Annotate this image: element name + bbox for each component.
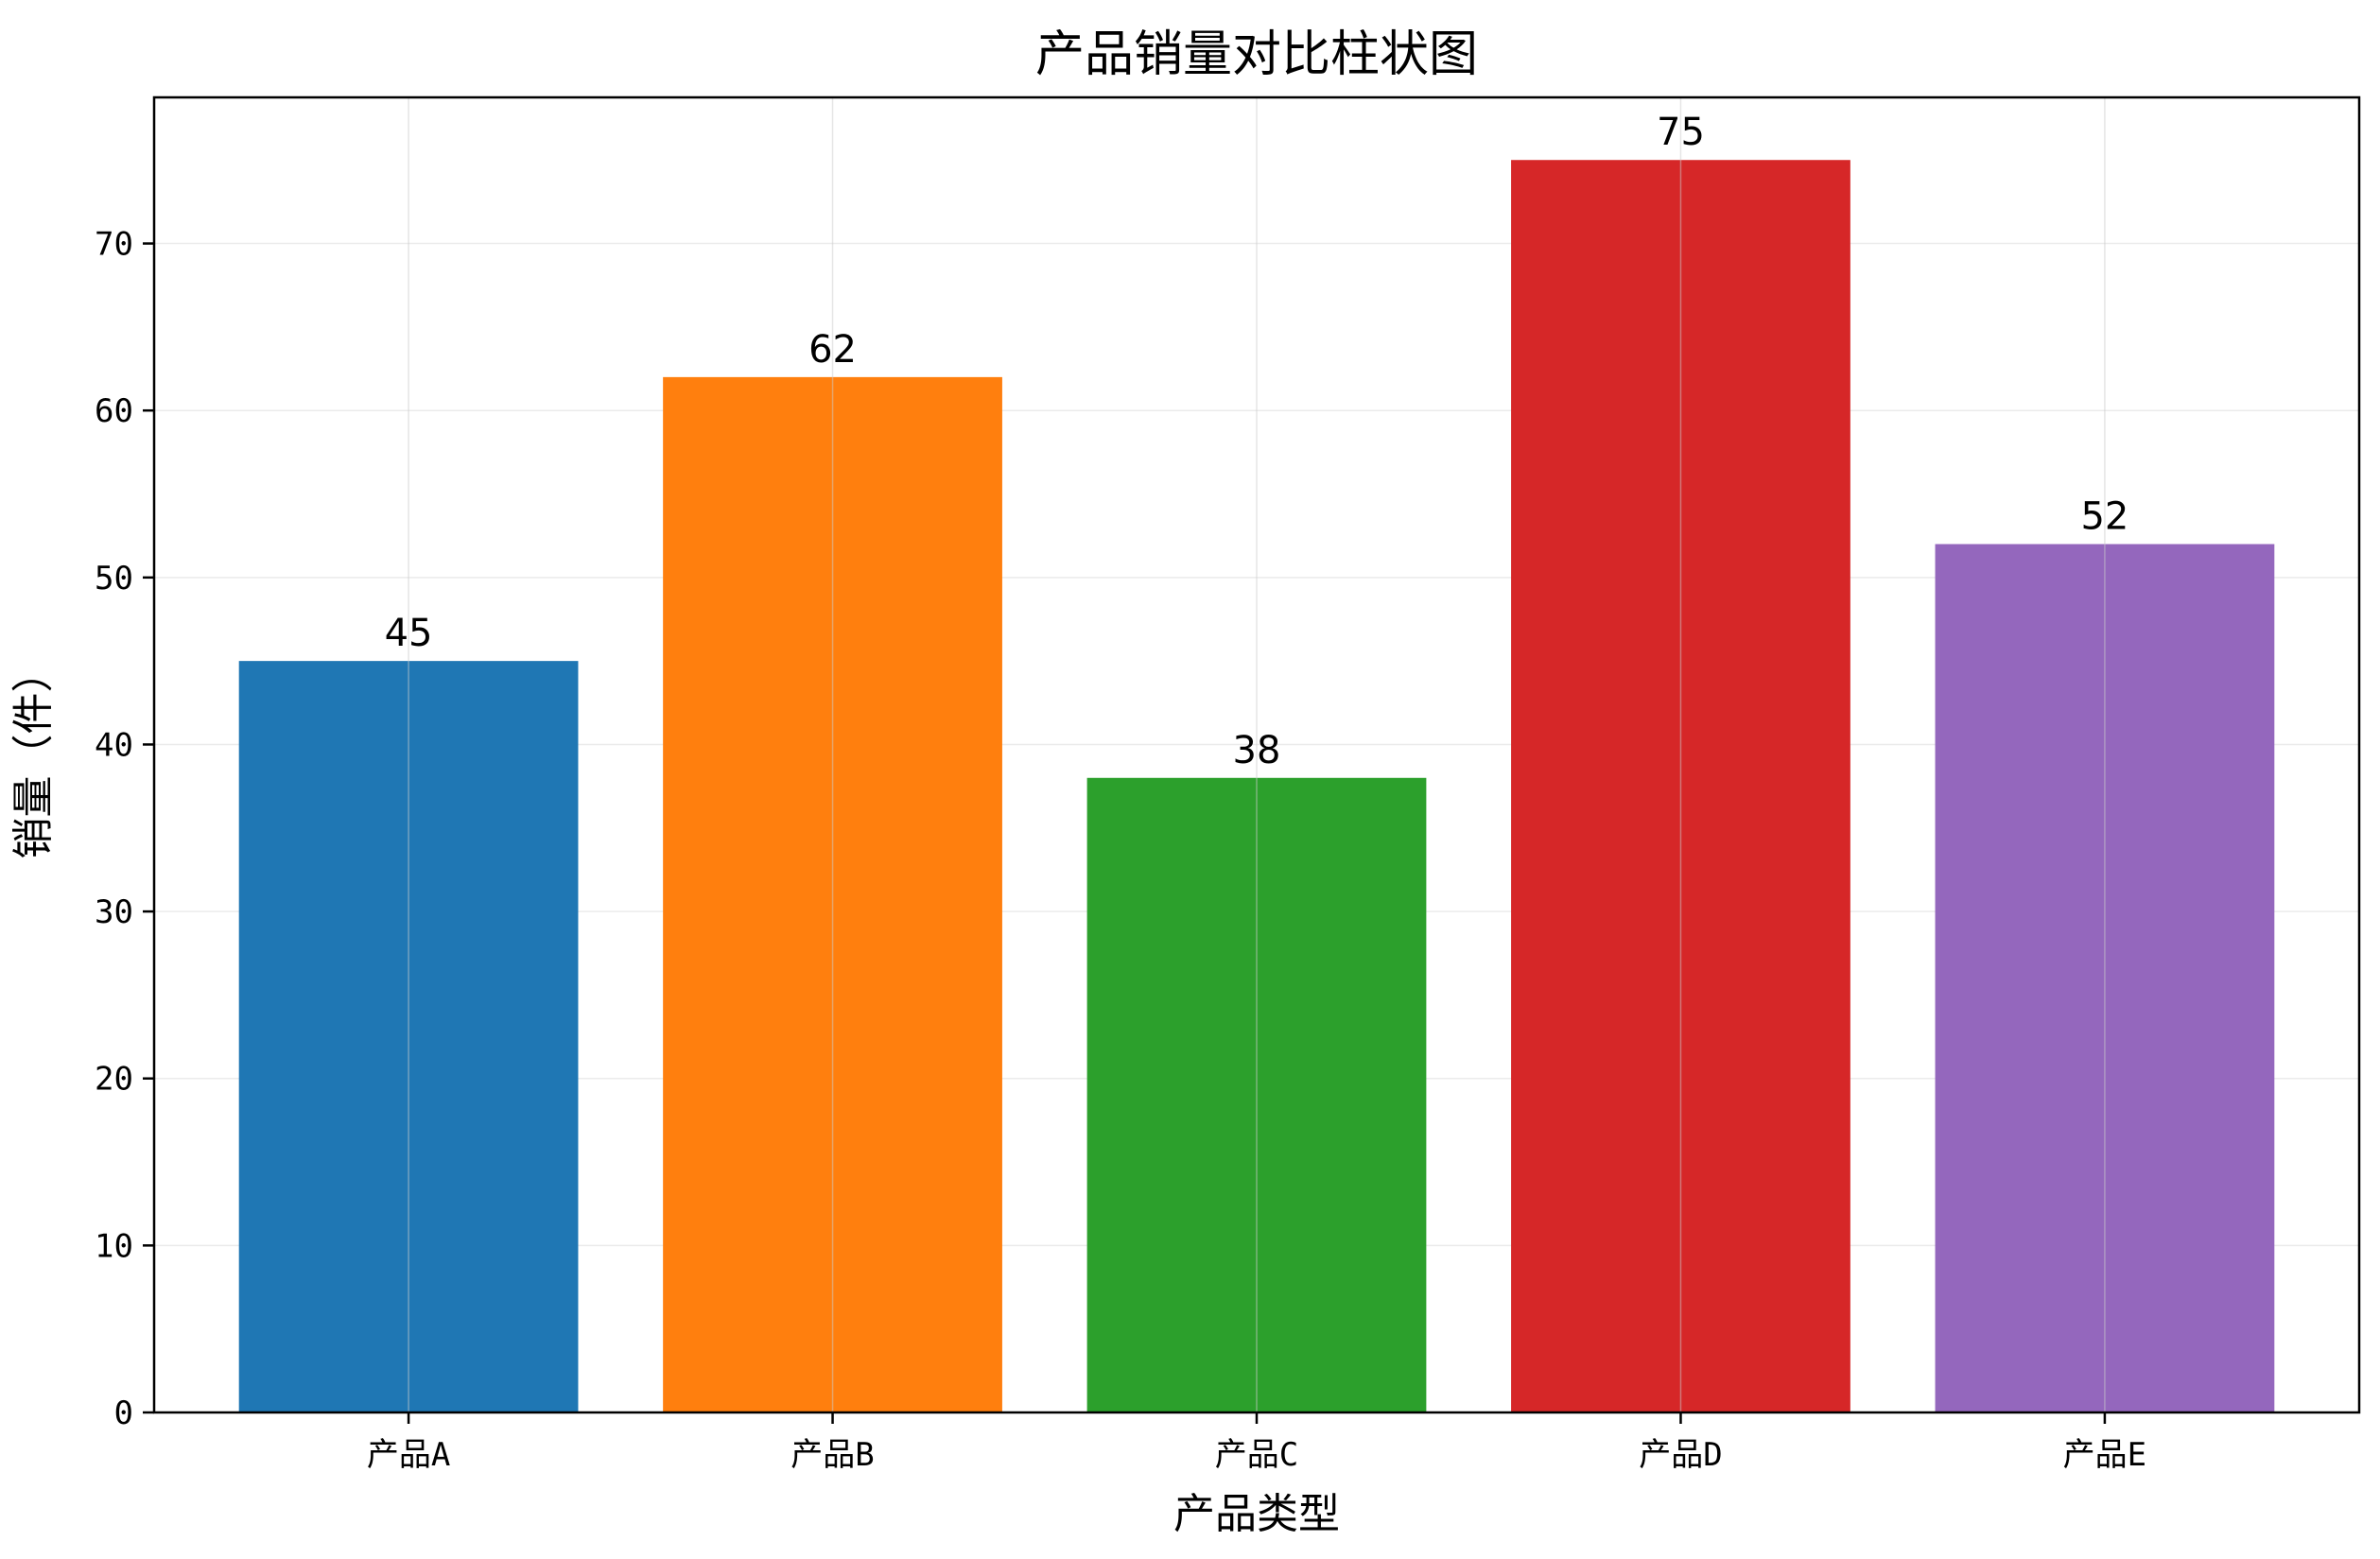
x-tick-label: 产品D: [1639, 1436, 1722, 1474]
vertical-grid-lines: [408, 97, 2106, 1412]
y-tick-label: 70: [95, 226, 133, 264]
y-tick-label: 60: [95, 392, 133, 430]
y-tick-label: 10: [95, 1227, 133, 1265]
x-tick-label: 产品E: [2063, 1436, 2146, 1474]
chart-title: 产品销量对比柱状图: [1035, 26, 1478, 83]
data-labels: 45 62 38 75 52: [385, 111, 2129, 772]
bar-value-label: 62: [808, 328, 857, 372]
x-tick-label: 产品A: [367, 1436, 450, 1474]
x-tick-label: 产品B: [790, 1436, 874, 1474]
y-tick-label: 0: [114, 1394, 133, 1432]
y-tick-label: 30: [95, 893, 133, 931]
y-axis-title: 销量（件）: [9, 651, 58, 859]
bar-value-label: 45: [385, 612, 433, 655]
y-tick-label: 20: [95, 1061, 133, 1099]
x-axis-title: 产品类型: [1173, 1490, 1340, 1538]
x-tick-label: 产品C: [1215, 1436, 1298, 1474]
bar-value-label: 38: [1233, 729, 1281, 772]
bar-value-label: 52: [2080, 494, 2128, 538]
bar-value-label: 75: [1657, 111, 1705, 154]
y-tick-label: 40: [95, 726, 133, 764]
axis-ticks: 0 10 20 30 40 50 60 70 产品A 产品B 产品C 产品D 产品E: [95, 226, 2146, 1474]
y-tick-label: 50: [95, 560, 133, 598]
